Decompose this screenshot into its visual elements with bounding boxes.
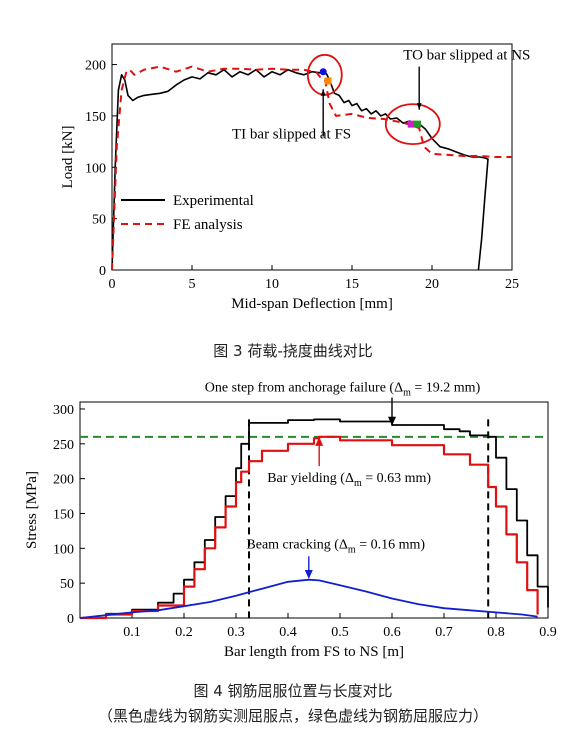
fig3-y-tick-label: 50 bbox=[92, 213, 106, 228]
fig3-x-tick-label: 10 bbox=[265, 277, 279, 292]
fig3-slip-marker bbox=[407, 120, 415, 128]
fig4-y-axis-label: Stress [MPa] bbox=[24, 471, 40, 549]
fig4-x-tick-label: 0.5 bbox=[331, 625, 349, 640]
fig4-y-tick-label: 0 bbox=[67, 612, 74, 627]
fig4-x-tick-label: 0.8 bbox=[487, 625, 505, 640]
fig4-x-tick-label: 0.4 bbox=[279, 625, 297, 640]
fig3-to-arrow-head bbox=[416, 103, 422, 110]
fig4-y-tick-label: 150 bbox=[53, 507, 74, 522]
figure-4-note: （黑色虚线为钢筋实测屈服点，绿色虚线为钢筋屈服应力） bbox=[97, 707, 488, 725]
fig4-anchorage-failure-annotation: One step from anchorage failure (Δm = 19… bbox=[205, 381, 481, 399]
fig3-slip-marker bbox=[319, 68, 327, 76]
fig4-bar-yielding-annotation: Bar yielding (Δm = 0.63 mm) bbox=[267, 471, 431, 489]
fig3-slip-marker bbox=[414, 120, 422, 128]
fig3-y-tick-label: 150 bbox=[85, 110, 106, 125]
fig3-x-tick-label: 25 bbox=[505, 277, 519, 292]
fig4-beam-cracking-annotation: Beam cracking (Δm = 0.16 mm) bbox=[246, 537, 425, 555]
fig4-y-tick-label: 100 bbox=[53, 542, 74, 557]
fig3-y-tick-label: 200 bbox=[85, 59, 106, 74]
fig4-x-tick-label: 0.1 bbox=[123, 625, 141, 640]
fig3-plot-frame bbox=[111, 43, 513, 271]
fig3-legend-label-experimental: Experimental bbox=[173, 193, 254, 209]
fig4-y-tick-label: 250 bbox=[53, 438, 74, 453]
fig4-anchorage-failure-annotation-arrow-head bbox=[388, 416, 396, 426]
fig3-x-tick-label: 20 bbox=[425, 277, 439, 292]
fig3-slip-marker bbox=[324, 77, 332, 85]
fig4-red-curve bbox=[80, 435, 539, 620]
fig4-blue-curve bbox=[79, 578, 538, 619]
fig4-black-curve bbox=[80, 418, 549, 619]
fig4-plot-frame bbox=[79, 401, 549, 619]
fig4-x-tick-label: 0.7 bbox=[435, 625, 453, 640]
fig3-slip-circle-to bbox=[384, 103, 441, 146]
fig4-beam-cracking-annotation-arrow-head bbox=[304, 569, 313, 579]
fig3-y-tick-label: 100 bbox=[85, 161, 106, 176]
fig4-x-tick-label: 0.6 bbox=[383, 625, 401, 640]
fig3-x-tick-label: 5 bbox=[189, 277, 196, 292]
fig4-x-axis-label: Bar length from FS to NS [m] bbox=[224, 644, 404, 660]
fig4-x-tick-label: 0.2 bbox=[175, 625, 193, 640]
fig3-ti-arrow-head bbox=[320, 89, 326, 96]
fig4-y-tick-label: 200 bbox=[53, 473, 74, 488]
figure-4-caption: 图 4 钢筋屈服位置与长度对比 bbox=[193, 682, 393, 700]
fig4-x-tick-label: 0.3 bbox=[227, 625, 245, 640]
fig4-x-tick-label: 0.9 bbox=[539, 625, 557, 640]
fig3-legend-label-fe: FE analysis bbox=[173, 217, 243, 233]
fig3-x-tick-label: 15 bbox=[345, 277, 359, 292]
fig3-x-axis-label: Mid-span Deflection [mm] bbox=[231, 296, 393, 312]
fig3-ti-slip-annotation: TI bar slipped at FS bbox=[232, 127, 351, 143]
fig3-x-tick-label: 0 bbox=[109, 277, 116, 292]
fig3-y-axis-label: Load [kN] bbox=[60, 126, 76, 189]
fig4-y-tick-label: 300 bbox=[53, 403, 74, 418]
fig4-bar-yielding-annotation-arrow-head bbox=[315, 436, 324, 446]
fig3-to-slip-annotation: TO bar slipped at NS bbox=[403, 47, 530, 63]
fig3-y-tick-label: 0 bbox=[99, 264, 106, 279]
fig3-experimental-line bbox=[111, 68, 489, 271]
figure-3-caption: 图 3 荷载-挠度曲线对比 bbox=[213, 342, 373, 360]
fig4-y-tick-label: 50 bbox=[60, 577, 74, 592]
fig3-fe-analysis-line bbox=[111, 65, 512, 271]
